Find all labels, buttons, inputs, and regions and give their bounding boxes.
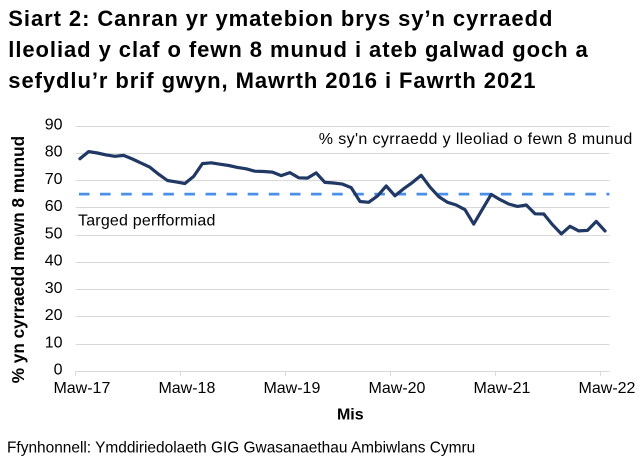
svg-text:10: 10 bbox=[45, 334, 63, 351]
svg-text:Targed perfformiad: Targed perfformiad bbox=[78, 213, 216, 230]
svg-text:70: 70 bbox=[45, 171, 63, 188]
svg-text:% sy'n cyrraedd y lleoliad o f: % sy'n cyrraedd y lleoliad o fewn 8 munu… bbox=[319, 131, 633, 148]
svg-text:% yn cyrraedd mewn 8 munud: % yn cyrraedd mewn 8 munud bbox=[8, 136, 28, 383]
svg-text:90: 90 bbox=[45, 116, 63, 133]
svg-text:Maw-21: Maw-21 bbox=[474, 380, 531, 397]
svg-text:Mis: Mis bbox=[337, 407, 364, 424]
svg-text:Maw-17: Maw-17 bbox=[53, 380, 110, 397]
svg-text:Ffynhonnell: Ymddiriedolaeth G: Ffynhonnell: Ymddiriedolaeth GIG Gwasana… bbox=[7, 439, 475, 456]
svg-text:80: 80 bbox=[45, 144, 63, 161]
svg-text:50: 50 bbox=[45, 225, 63, 242]
svg-text:30: 30 bbox=[45, 280, 63, 297]
svg-text:sefydlu’r brif gwyn, Mawrth 20: sefydlu’r brif gwyn, Mawrth 2016 i Fawrt… bbox=[8, 68, 536, 93]
svg-text:20: 20 bbox=[45, 307, 63, 324]
svg-text:Maw-18: Maw-18 bbox=[158, 380, 215, 397]
svg-text:Maw-22: Maw-22 bbox=[579, 380, 636, 397]
svg-text:60: 60 bbox=[45, 198, 63, 215]
svg-text:40: 40 bbox=[45, 253, 63, 270]
svg-text:Siart 2: Canran yr ymatebion b: Siart 2: Canran yr ymatebion brys sy’n c… bbox=[8, 6, 553, 31]
svg-text:lleoliad y claf o fewn 8 munud: lleoliad y claf o fewn 8 munud i ateb ga… bbox=[8, 37, 588, 62]
svg-text:Maw-20: Maw-20 bbox=[369, 380, 426, 397]
svg-text:0: 0 bbox=[54, 362, 63, 379]
svg-text:Maw-19: Maw-19 bbox=[263, 380, 320, 397]
